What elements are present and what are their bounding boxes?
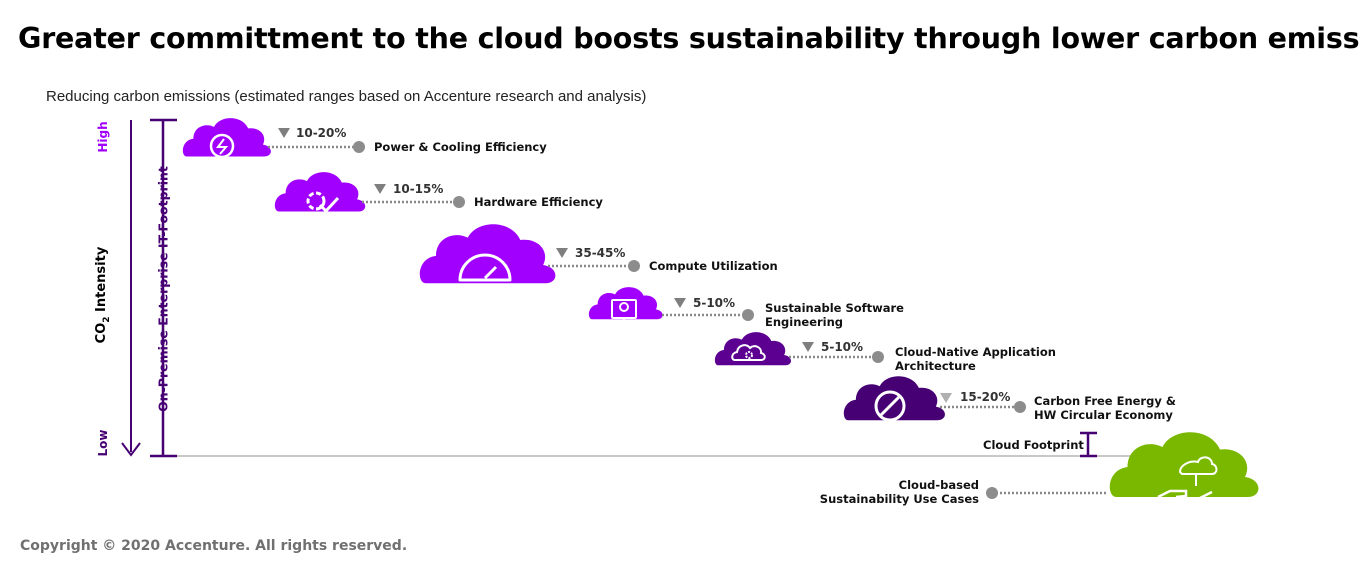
gear-check-icon	[306, 191, 340, 214]
chart-title: Greater committment to the cloud boosts …	[18, 22, 1360, 55]
lever-range: 35-45%	[575, 246, 626, 260]
lever-name: Carbon Free Energy & HW Circular Economy	[1034, 394, 1176, 422]
co2-axis-arrow	[121, 120, 141, 457]
cloud-shape	[843, 376, 945, 421]
connector-dot	[628, 260, 640, 272]
lever-range: 10-15%	[393, 182, 444, 196]
lever-cloud-native	[714, 332, 884, 366]
lever-software	[588, 287, 754, 324]
lever-power-cooling	[182, 118, 365, 159]
lever-carbon-free	[843, 376, 1026, 422]
down-triangle	[802, 342, 814, 352]
lever-name: Power & Cooling Efficiency	[374, 140, 547, 154]
connector-dot	[1014, 401, 1026, 413]
hand-plant-icon	[1157, 456, 1218, 507]
lever-name: Hardware Efficiency	[474, 195, 603, 209]
down-triangle	[374, 184, 386, 194]
connector-dot	[353, 141, 365, 153]
down-triangle	[674, 298, 686, 308]
no-symbol-icon	[874, 390, 906, 422]
lever-range: 5-10%	[693, 296, 736, 310]
lever-range: 5-10%	[821, 340, 864, 354]
connector-dot	[453, 196, 465, 208]
lever-range: 10-20%	[296, 126, 347, 140]
connector-dot	[742, 309, 754, 321]
down-triangle	[556, 248, 568, 258]
sustainability-use-cases	[986, 432, 1259, 507]
axis-high-label: High	[96, 121, 110, 153]
cloud-footprint-bracket	[1080, 431, 1097, 458]
lever-range: 15-20%	[960, 390, 1011, 404]
gauge-icon	[458, 253, 512, 282]
axis-low-label: Low	[96, 429, 110, 457]
chart-subtitle: Reducing carbon emissions (estimated ran…	[46, 88, 647, 105]
down-triangle	[940, 393, 952, 403]
on-premise-bracket	[150, 118, 177, 458]
co2-intensity-label: CO2 Intensity	[94, 246, 112, 344]
sustainability-name: Cloud-based Sustainability Use Cases	[819, 478, 979, 506]
power-icon	[209, 133, 235, 159]
connector-dot	[872, 351, 884, 363]
cloud-footprint-label: Cloud Footprint	[983, 438, 1084, 452]
lever-hardware	[274, 172, 465, 214]
lever-name: Cloud-Native Application Architecture	[895, 345, 1056, 373]
lever-compute	[419, 224, 640, 284]
copyright-text: Copyright © 2020 Accenture. All rights r…	[20, 538, 408, 554]
lever-name: Sustainable Software Engineering	[765, 301, 904, 329]
lever-name: Compute Utilization	[649, 259, 778, 273]
down-triangle	[278, 128, 290, 138]
connector-dot	[986, 487, 998, 499]
monitor-bulb-icon	[611, 299, 637, 324]
cloud-gear-icon	[731, 344, 766, 361]
on-premise-label: On-Premise Enterprise IT-Footprint	[155, 166, 171, 412]
